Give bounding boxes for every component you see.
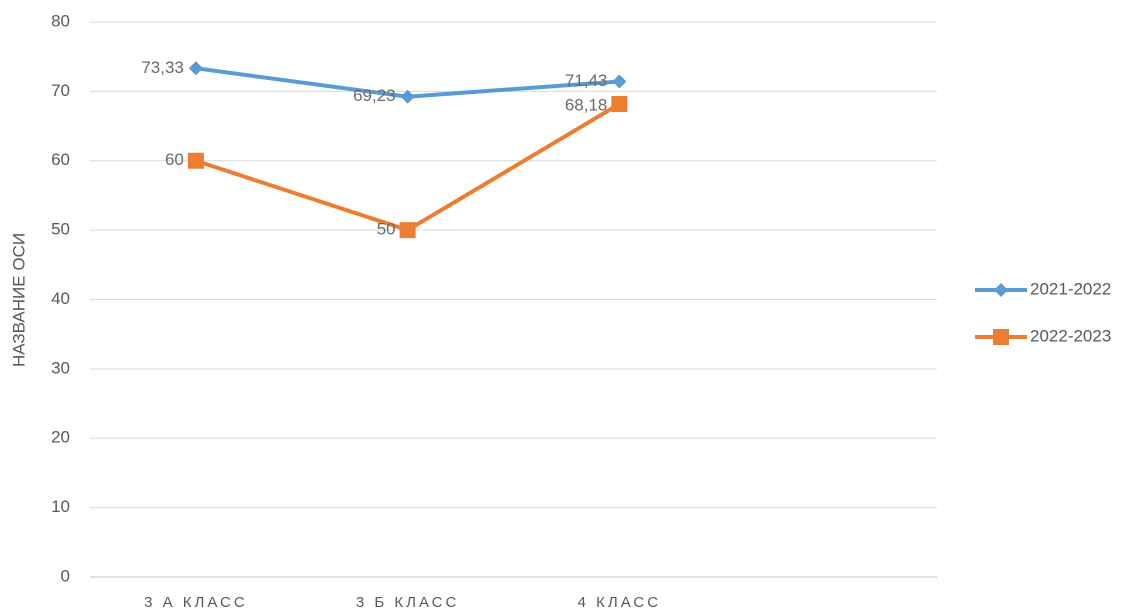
point xyxy=(399,222,416,239)
point xyxy=(400,89,415,104)
point xyxy=(187,152,204,169)
point xyxy=(612,74,627,89)
y-tick-label: 20 xyxy=(51,428,70,447)
y-tick-label: 30 xyxy=(51,358,70,377)
y-tick-label: 60 xyxy=(51,150,70,169)
x-tick-label: 4 КЛАСС xyxy=(578,594,661,611)
data-label: 73,33 xyxy=(141,58,184,77)
data-label: 50 xyxy=(377,220,396,239)
y-tick-label: 10 xyxy=(51,497,70,516)
y-axis-title: НАЗВАНИЕ ОСИ xyxy=(9,233,28,367)
point xyxy=(188,61,203,76)
data-label: 69,23 xyxy=(353,86,396,105)
legend-label: 2021-2022 xyxy=(1030,279,1111,298)
data-label: 71,43 xyxy=(565,71,608,90)
data-label: 60 xyxy=(165,150,184,169)
legend-marker xyxy=(993,329,1009,345)
x-tick-label: 3 А КЛАСС xyxy=(144,594,248,611)
y-tick-label: 40 xyxy=(51,289,70,308)
x-tick-label: 3 Б КЛАСС xyxy=(356,594,459,611)
legend-marker xyxy=(994,283,1008,297)
line xyxy=(195,102,621,233)
data-label: 68,18 xyxy=(565,95,608,114)
legend-label: 2022-2023 xyxy=(1030,326,1111,345)
y-tick-label: 0 xyxy=(61,566,70,585)
y-tick-label: 80 xyxy=(51,11,70,30)
y-tick-label: 50 xyxy=(51,220,70,239)
point xyxy=(611,96,628,113)
y-tick-label: 70 xyxy=(51,81,70,100)
